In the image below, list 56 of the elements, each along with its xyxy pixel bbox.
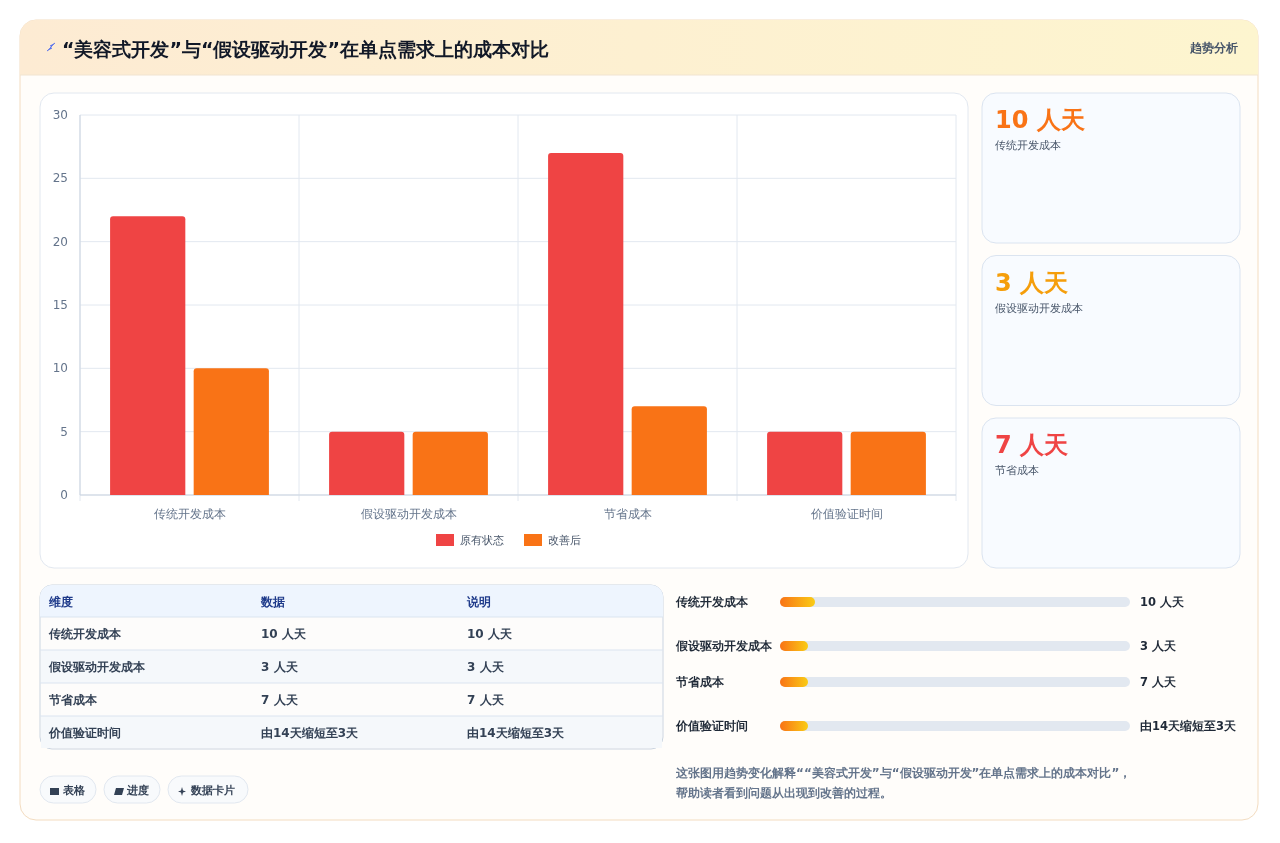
- category-label: 说明: [466, 595, 491, 609]
- text: 3 人天: [261, 660, 298, 674]
- text: 3 人天: [467, 660, 504, 674]
- legend-label: 原有状态: [460, 534, 504, 547]
- category-label: 传统开发成本: [675, 595, 749, 609]
- text: 这张图用趋势变化解释““美容式开发”与“假设驱动开发”在单点需求上的成本对比”，帮助读者看到问题从出现到改善的过程。: [675, 766, 1132, 800]
- y-tick-label: 0: [60, 488, 68, 502]
- category-label: 假设驱动开发成本: [995, 301, 1083, 315]
- bar: [412, 431, 488, 495]
- bar: [329, 431, 405, 495]
- text: 7 人天: [1140, 675, 1177, 689]
- category-label: 节省成本: [675, 675, 725, 689]
- text: 进度: [126, 784, 149, 797]
- text: 3 人天: [995, 268, 1069, 297]
- category-label: 节省成本: [49, 693, 97, 707]
- text: 3 人天: [1140, 639, 1177, 653]
- y-tick-label: 10: [52, 361, 68, 376]
- text: 趋势分析: [1189, 41, 1238, 55]
- bar: [767, 431, 843, 495]
- text: 10 人天: [467, 627, 512, 641]
- y-tick-label: 25: [52, 171, 68, 186]
- x-tick-label: 节省成本: [603, 507, 652, 521]
- bar: [193, 368, 269, 495]
- text: 数据卡片: [190, 784, 235, 797]
- y-tick-label: 15: [52, 298, 68, 312]
- x-tick-label: 价值验证时间: [809, 507, 883, 521]
- category-label: 价值验证时间: [675, 719, 748, 733]
- chart-title: “美容式开发”与“假设驱动开发”在单点需求上的成本对比: [62, 38, 549, 60]
- text: 由14天缩短至3天: [467, 726, 565, 740]
- x-tick-label: 假设驱动开发成本: [360, 507, 457, 521]
- bar: [548, 153, 624, 495]
- bar: [110, 216, 186, 495]
- text: 7 人天: [261, 693, 298, 707]
- y-tick-label: 30: [52, 108, 68, 122]
- category-label: 传统开发成本: [49, 627, 121, 641]
- text: 表格: [62, 784, 86, 797]
- category-label: 价值验证时间: [49, 726, 121, 740]
- category-label: 假设驱动开发成本: [49, 660, 145, 674]
- category-label: 传统开发成本: [995, 139, 1061, 152]
- text: 由14天缩短至3天: [261, 726, 359, 740]
- x-tick-label: 传统开发成本: [153, 507, 226, 521]
- y-tick-label: 20: [52, 234, 68, 249]
- bar: [631, 406, 707, 495]
- text: 由14天缩短至3天: [1140, 719, 1237, 733]
- legend-label: 改善后: [548, 534, 581, 547]
- category-label: 维度: [48, 595, 73, 609]
- category-label: 数据: [260, 595, 285, 609]
- category-label: 节省成本: [995, 464, 1039, 477]
- text: 7 人天: [995, 431, 1069, 459]
- category-label: 假设驱动开发成本: [675, 639, 773, 653]
- text: 10 人天: [1140, 595, 1185, 609]
- y-tick-label: 5: [60, 424, 68, 439]
- text: 10 人天: [261, 627, 306, 641]
- bar: [850, 431, 926, 495]
- text: 10 人天: [995, 106, 1085, 134]
- text: 7 人天: [467, 693, 504, 707]
